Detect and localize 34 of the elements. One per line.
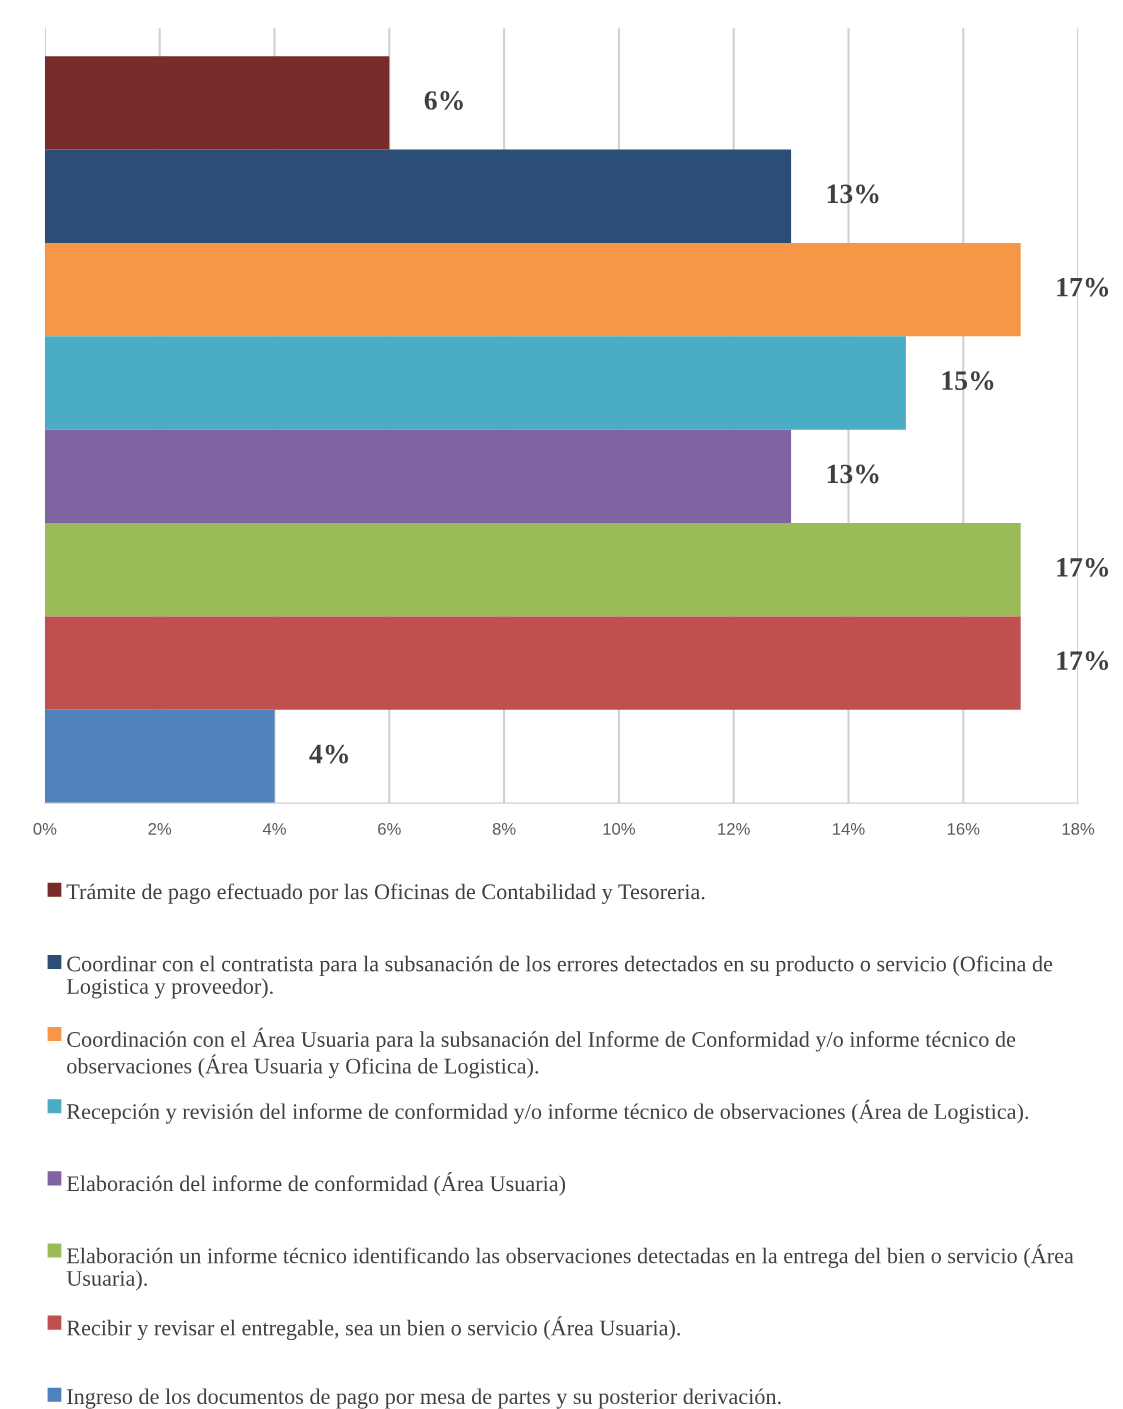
x-tick-label: 14% xyxy=(833,823,865,835)
bar xyxy=(44,429,792,524)
x-tick-label: 16% xyxy=(947,823,980,835)
text: 17% xyxy=(1057,651,1109,671)
legend-label: Ingreso de los documentos de pago por mesa de partes y su posterior derivación. xyxy=(67,1388,781,1409)
legend-label: Elaboración un informe técnico identificando las observaciones detectadas en la entrega del bien o servicio (Área Usuaria). xyxy=(66,1244,1074,1291)
legend-label: Recibir y revisar el entregable, sea un bien o servicio (Área Usuaria). xyxy=(66,1316,680,1341)
text: 17% xyxy=(1057,277,1109,297)
legend-label: Elaboración del informe de conformidad (Área Usuaria) xyxy=(66,1172,566,1196)
text: 13% xyxy=(827,184,879,204)
x-tick-label: 2% xyxy=(148,823,172,835)
x-tick-label: 10% xyxy=(603,823,635,835)
bar xyxy=(44,149,792,243)
text: 15% xyxy=(942,371,994,391)
text: 4% xyxy=(309,744,349,764)
text: 17% xyxy=(1057,557,1109,577)
x-tick-label: 18% xyxy=(1062,823,1095,835)
bar xyxy=(44,56,390,150)
x-tick-label: 6% xyxy=(378,823,401,835)
bar xyxy=(44,709,275,804)
bar xyxy=(44,336,906,430)
x-tick-label: 8% xyxy=(492,823,516,835)
legend-label: Coordinación con el Área Usuaria para la subsanación del Informe de Conformidad y/o informe técnico de observaciones (Área Usuaria y Oficina de Logistica). xyxy=(67,1027,1016,1079)
bar xyxy=(44,616,1021,710)
x-tick-label: 12% xyxy=(718,823,750,835)
text: 13% xyxy=(827,464,879,484)
text: 6% xyxy=(424,91,463,110)
x-tick-label: 4% xyxy=(262,823,286,835)
bar xyxy=(44,242,1021,337)
legend-label: Recepción y revisión del informe de conformidad y/o informe técnico de observaciones (Área de Logistica). xyxy=(66,1099,1029,1124)
legend-label: Coordinar con el contratista para la subsanación de los errores detectados en su producto o servicio (Oficina de Logistica y proveedor). xyxy=(66,955,1053,999)
legend-label: Trámite de pago efectuado por las Oficinas de Contabilidad y Tesoreria. xyxy=(66,883,705,904)
bar xyxy=(44,523,1021,617)
x-tick-label: 0% xyxy=(33,823,57,835)
